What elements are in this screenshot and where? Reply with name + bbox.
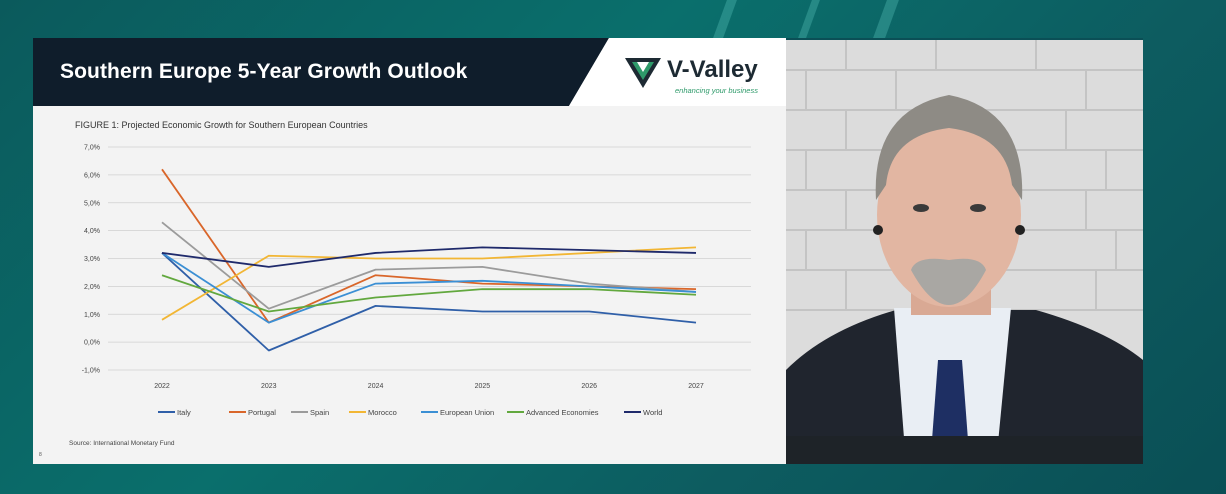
x-tick-label: 2026 (581, 383, 597, 390)
background-streak (798, 0, 820, 38)
y-tick-label: 3,0% (84, 256, 100, 263)
logo-tagline: enhancing your business (675, 86, 758, 95)
y-tick-labels: -1,0% 0,0% 1,0% 2,0% 3,0% 4,0% 5,0% 6,0% 7,0% (82, 145, 100, 375)
y-tick-label: 5,0% (84, 200, 100, 207)
x-tick-label: 2025 (475, 383, 491, 390)
legend-label: World (643, 408, 662, 417)
series-line-advanced-economies (161, 274, 697, 313)
legend-label: Morocco (368, 408, 397, 417)
chart-grid (108, 146, 751, 371)
series-line-world (161, 246, 697, 268)
x-tick-label: 2024 (368, 383, 384, 390)
series-line-portugal (161, 168, 697, 324)
y-tick-label: 0,0% (84, 340, 100, 347)
series-line-morocco (161, 246, 697, 321)
series-line-italy (161, 252, 697, 352)
legend-label: Advanced Economies (526, 408, 599, 417)
legend-label: Spain (310, 408, 329, 417)
x-tick-label: 2023 (261, 383, 277, 390)
v-logo-icon (625, 58, 661, 88)
chart-legend: Italy Portugal Spain Morocco European Union A… (158, 408, 662, 417)
title-band: Southern Europe 5-Year Growth Outlook V-… (33, 38, 786, 106)
source-note: Source: International Monetary Fund (69, 440, 175, 447)
y-tick-label: 6,0% (84, 172, 100, 179)
page-number: 8 (39, 452, 42, 458)
presentation-slide: Southern Europe 5-Year Growth Outlook V-… (33, 38, 786, 464)
y-tick-label: 2,0% (84, 284, 100, 291)
x-tick-labels: 2022 2023 2024 2025 2026 2027 (154, 383, 704, 390)
growth-line-chart: -1,0% 0,0% 1,0% 2,0% 3,0% 4,0% 5,0% 6,0% 7,0% 20… (82, 145, 751, 417)
background-streak (873, 0, 899, 38)
webcam-bottom-bar (786, 436, 1143, 464)
y-tick-label: 7,0% (84, 145, 100, 152)
x-tick-label: 2027 (688, 383, 704, 390)
background-streak (713, 0, 737, 38)
series-line-spain (161, 221, 697, 310)
series-line-european-union (161, 252, 697, 324)
slide-title: Southern Europe 5-Year Growth Outlook (60, 60, 468, 83)
v-valley-logo: V-Valley enhancing your business (623, 54, 773, 96)
title-band-shape (33, 38, 786, 106)
presenter-video-image (786, 40, 1143, 464)
figure-label: FIGURE 1: Projected Economic Growth for … (75, 120, 368, 130)
webcam-video (786, 40, 1143, 464)
y-tick-label: -1,0% (82, 368, 100, 375)
logo-name: V-Valley (667, 56, 758, 83)
legend-label: European Union (440, 408, 494, 417)
legend-label: Italy (177, 408, 191, 417)
y-tick-label: 4,0% (84, 228, 100, 235)
chart-series (161, 168, 697, 352)
y-tick-label: 1,0% (84, 312, 100, 319)
legend-label: Portugal (248, 408, 276, 417)
x-tick-label: 2022 (154, 383, 170, 390)
